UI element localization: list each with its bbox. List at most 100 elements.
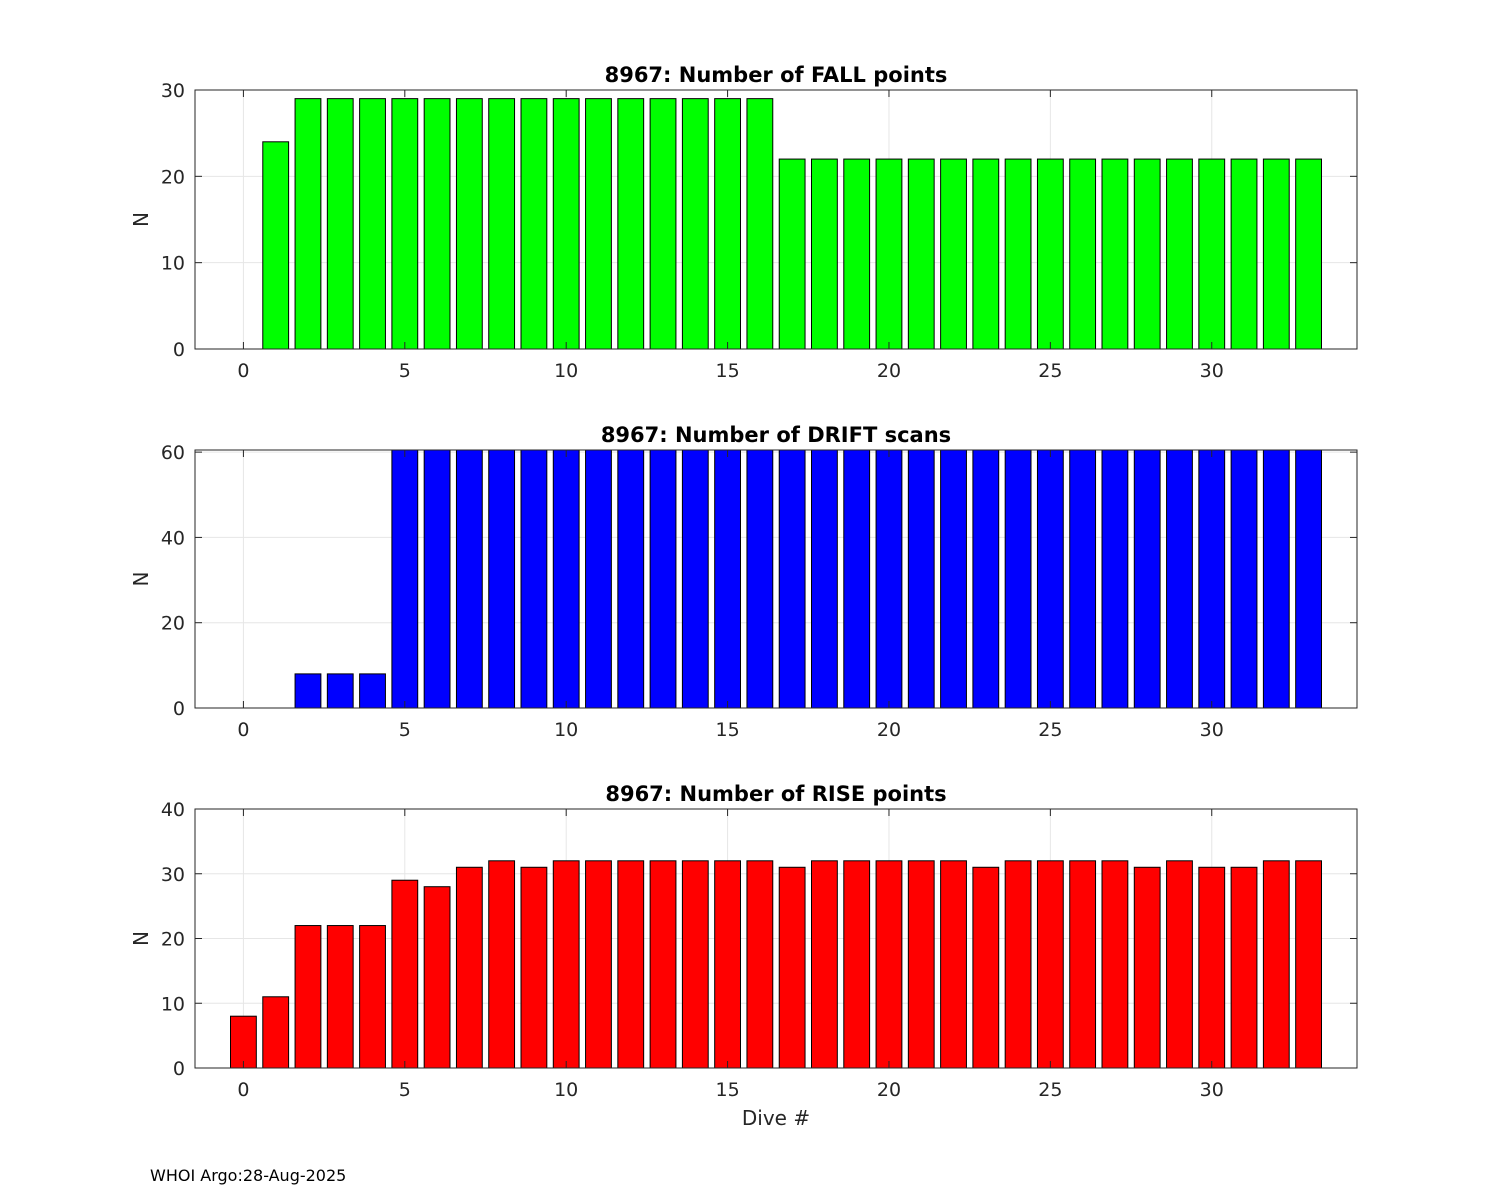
bar-dive-29 <box>1166 450 1193 708</box>
bar-dive-27 <box>1101 450 1129 708</box>
bar-dive-17 <box>778 866 806 1068</box>
y-tick-label: 0 <box>173 1058 185 1080</box>
bar-dive-28 <box>1133 866 1161 1068</box>
bar-dive-4 <box>359 925 386 1068</box>
bar-dive-11 <box>585 98 612 349</box>
bar-dive-31 <box>1230 450 1258 708</box>
bar-dive-26 <box>1069 860 1097 1068</box>
chart-title: 8967: Number of FALL points <box>605 63 948 87</box>
bar-dive-18 <box>811 860 838 1068</box>
y-tick-label: 60 <box>161 442 185 464</box>
chart-panel-3: 0 5 10 15 20 25 30 0 10 20 30 40 8967: Number of RIS… <box>129 782 1358 1130</box>
bar-dive-28 <box>1133 158 1161 349</box>
x-tick-label: 5 <box>399 719 411 741</box>
y-tick-label: 40 <box>161 799 185 821</box>
x-tick-label: 25 <box>1038 1079 1062 1101</box>
bar-dive-33 <box>1295 158 1322 349</box>
bar-dive-23 <box>972 450 1000 708</box>
bar-dive-5 <box>391 98 419 349</box>
bar-dive-33 <box>1295 860 1322 1068</box>
bar-dive-29 <box>1166 158 1193 349</box>
plot-area <box>195 450 1357 708</box>
bar-dive-28 <box>1133 450 1161 708</box>
x-tick-label: 0 <box>237 719 249 741</box>
bar-dive-7 <box>455 866 483 1068</box>
bar-dive-25 <box>1036 450 1064 708</box>
bar-dive-10 <box>552 450 580 708</box>
x-tick-label: 10 <box>554 719 578 741</box>
bar-dive-22 <box>940 158 967 349</box>
bar-dive-16 <box>746 450 774 708</box>
x-tick-label: 15 <box>715 719 739 741</box>
bars <box>262 98 1322 349</box>
x-tick-label: 25 <box>1038 360 1062 382</box>
chart-title: 8967: Number of RISE points <box>605 782 946 806</box>
bar-dive-24 <box>1004 158 1032 349</box>
x-tick-label: 30 <box>1200 719 1224 741</box>
axes-box <box>194 89 1358 350</box>
x-tick-label: 5 <box>399 1079 411 1101</box>
bar-dive-14 <box>681 450 709 708</box>
bar-dive-8 <box>488 98 516 349</box>
chart-title: 8967: Number of DRIFT scans <box>601 423 951 447</box>
bar-dive-9 <box>520 450 548 708</box>
bar-dive-8 <box>488 450 516 708</box>
bar-dive-6 <box>423 450 451 708</box>
bars <box>230 860 1322 1068</box>
bar-dive-4 <box>359 98 386 349</box>
bar-dive-15 <box>714 450 741 708</box>
bar-dive-26 <box>1069 450 1097 708</box>
y-tick-label: 0 <box>173 339 185 361</box>
x-tick-label: 30 <box>1200 1079 1224 1101</box>
x-tick-label: 25 <box>1038 719 1062 741</box>
bar-dive-19 <box>843 450 871 708</box>
y-tick-label: 10 <box>161 253 185 275</box>
y-axis-label: N <box>129 572 153 587</box>
x-axis-label: Dive # <box>742 1106 810 1130</box>
bar-dive-22 <box>940 450 967 708</box>
bar-dive-19 <box>843 860 871 1068</box>
bar-dive-9 <box>520 866 548 1068</box>
bar-dive-12 <box>617 860 645 1068</box>
bar-dive-5 <box>391 879 419 1068</box>
y-axis-label: N <box>129 931 153 946</box>
footer-stamp: WHOI Argo:28-Aug-2025 <box>150 1166 347 1185</box>
bars <box>197 450 1322 708</box>
bar-dive-4 <box>359 673 386 708</box>
plot-area <box>195 90 1357 349</box>
bar-dive-11 <box>585 450 612 708</box>
bar-dive-13 <box>649 98 677 349</box>
bar-dive-21 <box>907 860 935 1068</box>
bar-dive-22 <box>940 860 967 1068</box>
bar-dive-2 <box>294 925 322 1068</box>
bar-dive-30 <box>1198 450 1226 708</box>
y-tick-label: 10 <box>161 993 185 1015</box>
x-tick-label: 20 <box>877 360 901 382</box>
x-tick-label: 0 <box>237 1079 249 1101</box>
bar-dive-32 <box>1262 450 1290 708</box>
y-tick-label: 20 <box>161 929 185 951</box>
bar-dive-3 <box>326 673 354 708</box>
bar-dive-27 <box>1101 158 1129 349</box>
chart-panel-1: 0 5 10 15 20 25 30 0 10 20 30 8967: Number of FALL … <box>129 63 1358 382</box>
bar-dive-14 <box>681 98 709 349</box>
bar-dive-1 <box>262 996 290 1068</box>
bar-dive-6 <box>423 98 451 349</box>
bar-dive-16 <box>746 98 774 349</box>
y-tick-label: 0 <box>173 698 185 720</box>
bar-dive-18 <box>811 450 838 708</box>
bar-dive-18 <box>811 158 838 349</box>
y-tick-label: 30 <box>161 864 185 886</box>
bar-dive-3 <box>326 98 354 349</box>
bar-dive-10 <box>552 860 580 1068</box>
bar-dive-26 <box>1069 158 1097 349</box>
bar-dive-7 <box>455 450 483 708</box>
y-tick-label: 30 <box>161 80 185 102</box>
bar-dive-20 <box>875 158 903 349</box>
y-axis-label: N <box>129 212 153 227</box>
bar-dive-24 <box>1004 860 1032 1068</box>
bar-dive-21 <box>907 158 935 349</box>
x-tick-label: 20 <box>877 719 901 741</box>
bar-dive-30 <box>1198 866 1226 1068</box>
